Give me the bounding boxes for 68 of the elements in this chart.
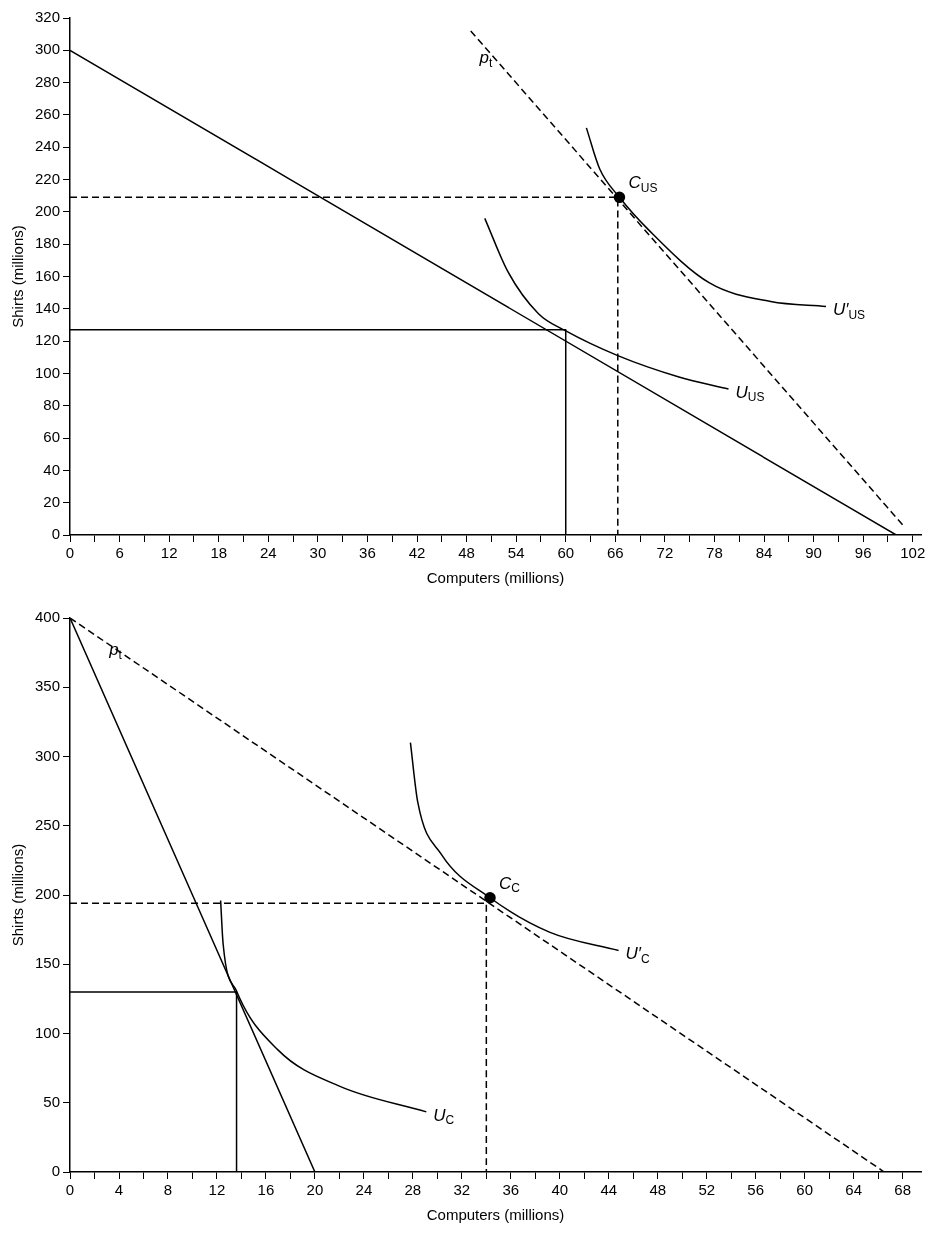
y-tick-label: 100 xyxy=(35,1023,61,1041)
y-tick-label: 180 xyxy=(35,234,61,252)
y-tick-label: 80 xyxy=(43,395,61,413)
y-tick-label: 160 xyxy=(35,266,61,284)
x-tick-label: 56 xyxy=(747,1181,765,1199)
x-tick-label: 12 xyxy=(208,1181,226,1199)
x-tick-label: 12 xyxy=(160,544,178,562)
y-tick-label: 400 xyxy=(35,608,61,626)
y-tick-label: 100 xyxy=(35,363,61,381)
x-axis-title: Computers (millions) xyxy=(426,569,565,587)
x-tick-label: 20 xyxy=(306,1181,324,1199)
x-tick-label: 48 xyxy=(649,1181,667,1199)
x-tick-label: 28 xyxy=(404,1181,422,1199)
x-tick-label: 84 xyxy=(755,544,773,562)
x-tick-label: 68 xyxy=(894,1181,911,1199)
y-tick-label: 40 xyxy=(43,460,61,478)
y-axis-title: Shirts (millions) xyxy=(9,225,27,328)
line-series xyxy=(409,741,620,952)
x-tick-label: 8 xyxy=(163,1181,173,1199)
y-tick-label: 50 xyxy=(43,1092,61,1110)
x-tick-label: 48 xyxy=(458,544,475,562)
x-tick-label: 64 xyxy=(845,1181,862,1199)
x-tick-label: 54 xyxy=(507,544,525,562)
y-tick-label: 220 xyxy=(35,169,61,187)
x-tick-label: 24 xyxy=(259,544,277,562)
y-tick-label: 300 xyxy=(35,746,61,764)
x-tick-label: 0 xyxy=(65,544,75,562)
y-tick-label: 200 xyxy=(35,202,61,220)
x-tick-label: 18 xyxy=(210,544,228,562)
line-series xyxy=(585,127,827,308)
y-tick-label: 60 xyxy=(43,428,61,446)
x-tick-label: 4 xyxy=(114,1181,124,1199)
x-tick-label: 0 xyxy=(65,1181,75,1199)
x-tick-label: 72 xyxy=(656,544,674,562)
y-tick-label: 300 xyxy=(35,40,61,58)
x-tick-label: 42 xyxy=(408,544,426,562)
x-tick-label: 40 xyxy=(551,1181,569,1199)
x-tick-label: 66 xyxy=(606,544,624,562)
x-tick-label: 90 xyxy=(805,544,822,562)
y-tick-label: 350 xyxy=(35,677,61,695)
y-tick-label: 0 xyxy=(51,525,61,543)
x-tick-label: 96 xyxy=(854,544,872,562)
x-tick-label: 60 xyxy=(796,1181,814,1199)
x-tick-label: 32 xyxy=(453,1181,471,1199)
x-tick-label: 36 xyxy=(502,1181,520,1199)
y-tick-label: 0 xyxy=(51,1162,61,1180)
x-axis-title: Computers (millions) xyxy=(426,1206,565,1224)
x-tick-label: 52 xyxy=(698,1181,716,1199)
y-axis-title: Shirts (millions) xyxy=(9,843,27,947)
y-tick-label: 250 xyxy=(35,815,61,833)
y-tick-label: 140 xyxy=(35,298,61,316)
x-tick-label: 60 xyxy=(557,544,575,562)
x-tick-label: 102 xyxy=(900,544,926,562)
x-tick-label: 78 xyxy=(706,544,723,562)
y-tick-label: 150 xyxy=(35,954,61,972)
x-tick-label: 24 xyxy=(355,1181,373,1199)
y-tick-label: 120 xyxy=(35,331,61,349)
y-tick-label: 200 xyxy=(35,885,61,903)
x-tick-label: 30 xyxy=(309,544,327,562)
x-tick-label: 36 xyxy=(359,544,376,562)
y-tick-label: 320 xyxy=(35,8,61,26)
x-tick-label: 16 xyxy=(257,1181,275,1199)
x-tick-label: 44 xyxy=(600,1181,618,1199)
y-tick-label: 240 xyxy=(35,137,61,155)
x-tick-label: 6 xyxy=(115,544,124,562)
y-tick-label: 260 xyxy=(35,105,61,123)
y-tick-label: 20 xyxy=(43,492,61,510)
y-tick-label: 280 xyxy=(35,72,61,90)
